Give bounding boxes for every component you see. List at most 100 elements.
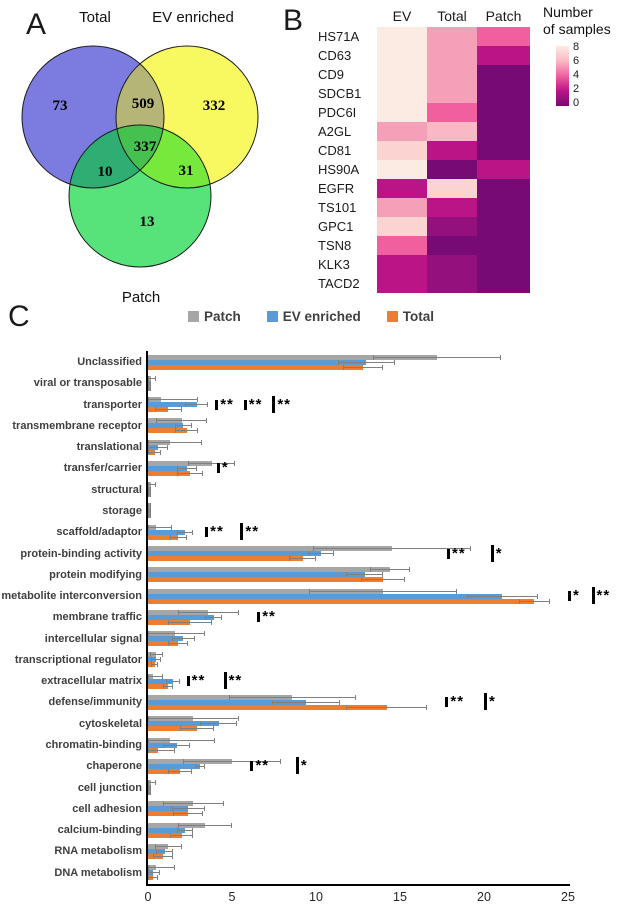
error-bar-cap — [469, 546, 471, 552]
heatmap-cell — [477, 141, 530, 160]
heatmap-cell — [427, 103, 477, 122]
heatmap-cell — [477, 27, 530, 46]
error-bar-line — [342, 366, 384, 368]
significance-marker: ** — [250, 757, 269, 773]
error-bar-line — [307, 553, 335, 555]
error-bar-line — [148, 489, 152, 491]
error-bar-cap — [148, 482, 149, 488]
x-axis-tick-label: 15 — [393, 890, 407, 904]
error-bar-line — [153, 855, 174, 857]
error-bar-line — [176, 467, 197, 469]
heatmap-cell — [377, 46, 427, 65]
bar-category-label: transfer/carrier — [63, 462, 142, 475]
error-bar-cap — [148, 870, 149, 876]
error-bar-cap — [204, 806, 206, 812]
error-bar-cap — [148, 865, 149, 871]
colorbar-title-line1: Number — [543, 4, 593, 20]
heatmap-column-header: EV — [392, 8, 412, 24]
error-bar-cap — [228, 694, 230, 700]
significance-marker: ** — [272, 395, 291, 413]
error-bar-cap — [148, 444, 149, 450]
bar-category-label: metabolite interconversion — [1, 590, 142, 603]
heatmap-row-label: HS71A — [318, 29, 360, 44]
error-bar-cap — [154, 843, 156, 849]
colorbar-tick-label: 6 — [573, 55, 580, 67]
error-bar-cap — [174, 428, 176, 434]
heatmap-cell — [477, 179, 530, 198]
error-bar-cap — [150, 790, 152, 796]
error-bar-cap — [148, 508, 149, 514]
error-bar-line — [148, 787, 152, 789]
error-bar-cap — [148, 747, 149, 753]
error-bar-cap — [150, 508, 152, 514]
legend-label: EV enriched — [282, 309, 361, 324]
error-bar-cap — [157, 662, 159, 668]
venn-diagram: Total EV enriched Patch 73 509 332 337 1… — [21, 9, 259, 306]
bar-category-label: cell adhesion — [72, 802, 142, 815]
bar-category-label: Unclassified — [77, 356, 142, 368]
heatmap-row-label: KLK3 — [318, 257, 350, 272]
significance-asterisks: ** — [596, 587, 611, 605]
significance-asterisks: ** — [277, 395, 291, 413]
venn-set-label-patch: Patch — [122, 289, 160, 306]
error-bar-cap — [148, 449, 149, 455]
significance-marker: * — [216, 459, 229, 475]
error-bar-line — [178, 824, 232, 826]
bar-category-label: protein-binding activity — [20, 547, 142, 560]
bar-patch — [148, 694, 293, 700]
bar-ev-enriched — [148, 465, 187, 471]
error-bar-cap — [150, 785, 152, 791]
bar-ev-enriched — [148, 614, 214, 620]
error-bar-cap — [355, 694, 357, 700]
heatmap-cell — [427, 255, 477, 274]
error-bar-line — [184, 404, 209, 406]
error-bar-cap — [202, 470, 204, 476]
heatmap-cell — [377, 274, 427, 293]
heatmap-cell — [427, 179, 477, 198]
error-bar-cap — [220, 614, 222, 620]
error-bar-line — [174, 430, 199, 432]
error-bar-cap — [148, 439, 149, 445]
bar-total — [148, 811, 189, 817]
error-bar-line — [148, 526, 172, 528]
heatmap-cell — [427, 27, 477, 46]
x-axis-tick-label: 0 — [144, 890, 152, 904]
colorbar-tick-label: 8 — [573, 41, 580, 53]
significance-bar — [243, 399, 247, 410]
bar-ev-enriched — [148, 742, 177, 748]
bar-total — [148, 577, 384, 583]
legend-swatch — [266, 311, 278, 322]
bar-patch — [148, 588, 384, 594]
colorbar-title: Number of samples — [543, 4, 611, 38]
error-bar-line — [148, 494, 152, 496]
error-bar-cap — [148, 513, 149, 519]
significance-bar — [215, 399, 219, 410]
colorbar-tick-label: 2 — [573, 83, 580, 95]
error-bar-cap — [172, 683, 174, 689]
error-bar-line — [174, 425, 192, 427]
error-bar-cap — [312, 546, 314, 552]
error-bar-cap — [409, 567, 411, 573]
bar-ev-enriched — [148, 572, 365, 578]
error-bar-cap — [180, 843, 182, 849]
error-bar-line — [148, 510, 152, 512]
heatmap-cell — [477, 84, 530, 103]
significance-asterisks: * — [495, 544, 503, 562]
significance-marker: * — [295, 757, 308, 775]
error-bar-cap — [202, 811, 204, 817]
error-bar-cap — [195, 465, 197, 471]
bar-total — [148, 704, 387, 710]
bar-total — [148, 832, 182, 838]
bar-category-label: RNA metabolism — [54, 845, 142, 858]
error-bar-cap — [150, 385, 152, 391]
error-bar-cap — [154, 407, 156, 413]
error-bar-line — [200, 723, 238, 725]
error-bar-cap — [231, 822, 232, 828]
error-bar-cap — [237, 716, 239, 722]
venn-value-total-ev: 509 — [132, 96, 155, 112]
error-bar-cap — [148, 673, 149, 679]
heatmap-cell — [427, 217, 477, 236]
venn-overlap-total-patch — [69, 125, 164, 188]
heatmap-cell — [477, 160, 530, 179]
bar-category-label: DNA metabolism — [54, 866, 142, 879]
